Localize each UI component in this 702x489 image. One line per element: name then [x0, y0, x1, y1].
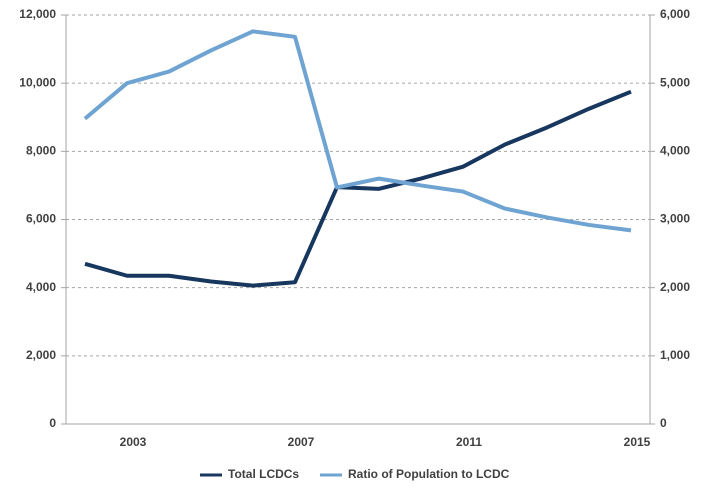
y2-tick-label: 0	[660, 416, 667, 430]
x-tick-label: 2011	[456, 435, 482, 449]
x-tick-label: 2015	[624, 435, 651, 449]
y-tick-label: 6,000	[26, 212, 56, 226]
legend-label: Total LCDCs	[228, 467, 299, 481]
y-tick-label: 2,000	[26, 348, 56, 362]
x-tick-label: 2003	[120, 435, 147, 449]
x-tick-label: 2007	[288, 435, 315, 449]
y2-tick-label: 1,000	[660, 348, 690, 362]
y2-tick-label: 5,000	[660, 75, 690, 89]
y-tick-label: 12,000	[19, 7, 56, 21]
y-tick-label: 4,000	[26, 280, 56, 294]
y2-tick-label: 2,000	[660, 280, 690, 294]
y2-tick-label: 6,000	[660, 7, 690, 21]
y-tick-label: 10,000	[19, 75, 56, 89]
legend-label: Ratio of Population to LCDC	[348, 467, 510, 481]
y-tick-label: 0	[49, 416, 56, 430]
y2-tick-label: 3,000	[660, 212, 690, 226]
y2-tick-label: 4,000	[660, 144, 690, 158]
series-line	[83, 29, 632, 233]
series-line	[84, 89, 632, 288]
y-tick-label: 8,000	[26, 144, 56, 158]
